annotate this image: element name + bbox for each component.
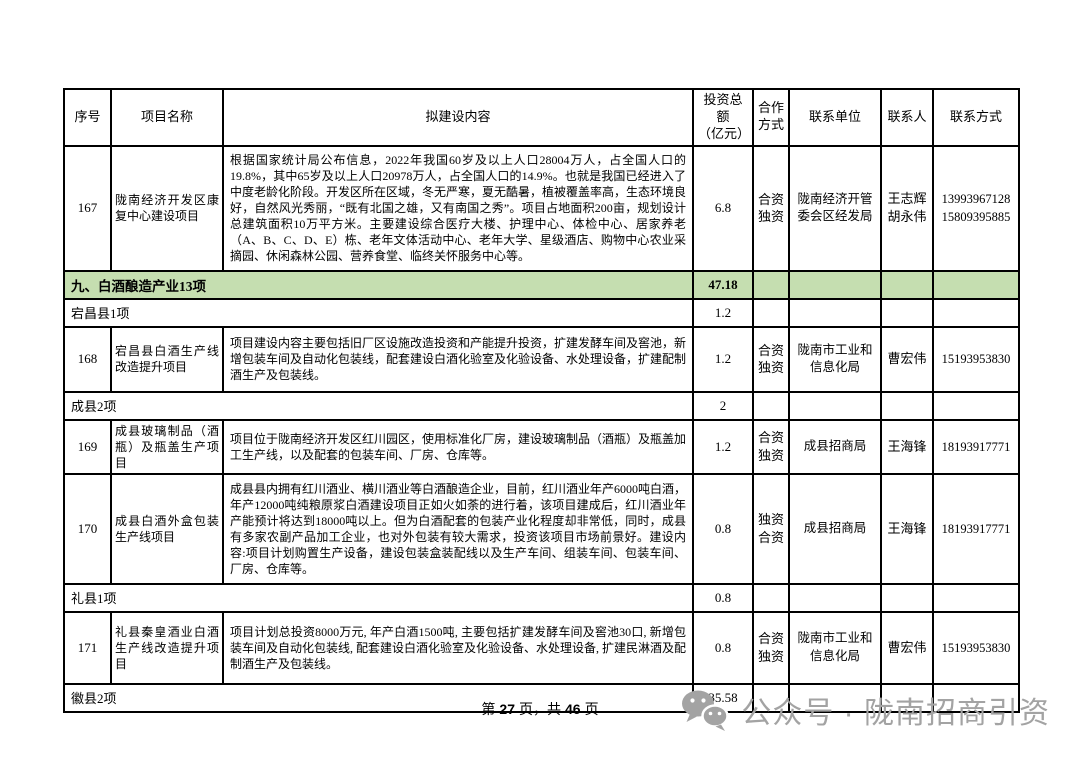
page-label-prefix: 第 xyxy=(481,703,496,718)
subtotal-label: 成县2项 xyxy=(63,390,694,421)
empty-cell xyxy=(788,297,882,328)
empty-cell xyxy=(752,682,790,713)
subtotal-investment: 2 xyxy=(692,390,754,421)
table-header-row: 序号 项目名称 拟建设内容 投资总额 （亿元） 合作 方式 联系单位 联系人 联… xyxy=(63,88,1020,147)
col-header-construction-content: 拟建设内容 xyxy=(222,88,694,147)
col-header-contact-person: 联系人 xyxy=(880,88,934,147)
section-investment-total: 47.18 xyxy=(692,269,754,300)
col-header-cooperation: 合作 方式 xyxy=(752,88,790,147)
contact-person-cell: 曹宏伟 xyxy=(880,325,934,393)
empty-cell xyxy=(752,582,790,613)
construction-content-cell: 项目位于陇南经济开发区红川园区，使用标准化厂房，建设玻璃制品（酒瓶）及瓶盖加工生… xyxy=(222,418,694,475)
empty-cell xyxy=(932,297,1020,328)
section-label: 九、白酒酿造产业13项 xyxy=(63,269,694,300)
construction-content-cell: 项目计划总投资8000万元, 年产白酒1500吨, 主要包括扩建发酵车间及窖池3… xyxy=(222,610,694,685)
page-number: 27 xyxy=(499,701,515,717)
project-row-169: 169 成县玻璃制品（酒瓶）及瓶盖生产项目 项目位于陇南经济开发区红川园区，使用… xyxy=(63,418,1020,475)
project-name-cell: 成县白酒外盒包装生产线项目 xyxy=(110,472,224,585)
project-name-cell: 陇南经济开发区康复中心建设项目 xyxy=(110,144,224,272)
row-number: 170 xyxy=(63,472,112,585)
total-pages: 46 xyxy=(565,701,581,717)
row-number: 171 xyxy=(63,610,112,685)
empty-cell xyxy=(880,297,934,328)
contact-phone-cell: 15193953830 xyxy=(932,325,1020,393)
subtotal-label: 徽县2项 xyxy=(63,682,694,713)
investment-cell: 0.8 xyxy=(692,610,754,685)
project-name-cell: 礼县秦皇酒业白酒生产线改造提升项目 xyxy=(110,610,224,685)
contact-unit-cell: 陇南市工业和信息化局 xyxy=(788,325,882,393)
subtotal-label: 宕昌县1项 xyxy=(63,297,694,328)
cooperation-cell: 合资 独资 xyxy=(752,325,790,393)
projects-table-container: 序号 项目名称 拟建设内容 投资总额 （亿元） 合作 方式 联系单位 联系人 联… xyxy=(63,88,1020,713)
construction-content-cell: 根据国家统计局公布信息，2022年我国60岁及以上人口28004万人，占全国人口… xyxy=(222,144,694,272)
project-row-171: 171 礼县秦皇酒业白酒生产线改造提升项目 项目计划总投资8000万元, 年产白… xyxy=(63,610,1020,685)
page-label-suffix: 页 xyxy=(584,703,599,718)
contact-phone-cell: 18193917771 xyxy=(932,418,1020,475)
col-header-no: 序号 xyxy=(63,88,112,147)
row-number: 168 xyxy=(63,325,112,393)
empty-cell xyxy=(788,269,882,300)
empty-cell xyxy=(932,269,1020,300)
row-number: 169 xyxy=(63,418,112,475)
subtotal-row-huixian: 徽县2项 35.58 xyxy=(63,682,1020,713)
empty-cell xyxy=(788,582,882,613)
col-header-project-name: 项目名称 xyxy=(110,88,224,147)
empty-cell xyxy=(880,390,934,421)
project-row-167: 167 陇南经济开发区康复中心建设项目 根据国家统计局公布信息，2022年我国6… xyxy=(63,144,1020,272)
contact-unit-cell: 陇南市工业和信息化局 xyxy=(788,610,882,685)
contact-phone-cell: 13993967128 15809395885 xyxy=(932,144,1020,272)
construction-content-cell: 项目建设内容主要包括旧厂区设施改造投资和产能提升投资，扩建发酵车间及窖池，新增包… xyxy=(222,325,694,393)
contact-unit-cell: 成县招商局 xyxy=(788,472,882,585)
col-header-contact-unit: 联系单位 xyxy=(788,88,882,147)
investment-cell: 6.8 xyxy=(692,144,754,272)
empty-cell xyxy=(752,297,790,328)
empty-cell xyxy=(788,682,882,713)
cooperation-cell: 合资 独资 xyxy=(752,144,790,272)
empty-cell xyxy=(752,390,790,421)
contact-unit-cell: 陇南经济开管委会区经发局 xyxy=(788,144,882,272)
row-number: 167 xyxy=(63,144,112,272)
empty-cell xyxy=(932,582,1020,613)
investment-cell: 0.8 xyxy=(692,472,754,585)
contact-unit-cell: 成县招商局 xyxy=(788,418,882,475)
section-row-baijiu: 九、白酒酿造产业13项 47.18 xyxy=(63,269,1020,300)
page-footer: 第 27 页，共 46 页 xyxy=(0,699,1080,719)
empty-cell xyxy=(788,390,882,421)
cooperation-cell: 合资 独资 xyxy=(752,610,790,685)
wechat-icon xyxy=(682,690,730,731)
empty-cell xyxy=(880,582,934,613)
subtotal-investment: 1.2 xyxy=(692,297,754,328)
empty-cell xyxy=(932,682,1020,713)
subtotal-investment: 0.8 xyxy=(692,582,754,613)
investment-cell: 1.2 xyxy=(692,418,754,475)
contact-phone-cell: 15193953830 xyxy=(932,610,1020,685)
investment-cell: 1.2 xyxy=(692,325,754,393)
subtotal-row-chengxian: 成县2项 2 xyxy=(63,390,1020,421)
col-header-contact-phone: 联系方式 xyxy=(932,88,1020,147)
project-name-cell: 成县玻璃制品（酒瓶）及瓶盖生产项目 xyxy=(110,418,224,475)
cooperation-cell: 独资 合资 xyxy=(752,472,790,585)
contact-phone-cell: 18193917771 xyxy=(932,472,1020,585)
empty-cell xyxy=(932,390,1020,421)
project-row-168: 168 宕昌县白酒生产线改造提升项目 项目建设内容主要包括旧厂区设施改造投资和产… xyxy=(63,325,1020,393)
cooperation-cell: 合资 独资 xyxy=(752,418,790,475)
project-row-170: 170 成县白酒外盒包装生产线项目 成县县内拥有红川酒业、横川酒业等白酒酿造企业… xyxy=(63,472,1020,585)
col-header-investment: 投资总额 （亿元） xyxy=(692,88,754,147)
page-label-middle: 页，共 xyxy=(519,703,561,718)
construction-content-cell: 成县县内拥有红川酒业、横川酒业等白酒酿造企业，目前，红川酒业年产6000吨白酒，… xyxy=(222,472,694,585)
subtotal-row-dangchang: 宕昌县1项 1.2 xyxy=(63,297,1020,328)
empty-cell xyxy=(880,269,934,300)
watermark: 公众号 · 陇南招商引资 xyxy=(681,688,1050,732)
subtotal-row-lixian: 礼县1项 0.8 xyxy=(63,582,1020,613)
empty-cell xyxy=(752,269,790,300)
subtotal-label: 礼县1项 xyxy=(63,582,694,613)
contact-person-cell: 曹宏伟 xyxy=(880,610,934,685)
contact-person-cell: 王志辉 胡永伟 xyxy=(880,144,934,272)
watermark-text: 公众号 · 陇南招商引资 xyxy=(741,697,1050,730)
contact-person-cell: 王海锋 xyxy=(880,472,934,585)
empty-cell xyxy=(880,682,934,713)
contact-person-cell: 王海锋 xyxy=(880,418,934,475)
projects-table: 序号 项目名称 拟建设内容 投资总额 （亿元） 合作 方式 联系单位 联系人 联… xyxy=(63,88,1020,713)
project-name-cell: 宕昌县白酒生产线改造提升项目 xyxy=(110,325,224,393)
